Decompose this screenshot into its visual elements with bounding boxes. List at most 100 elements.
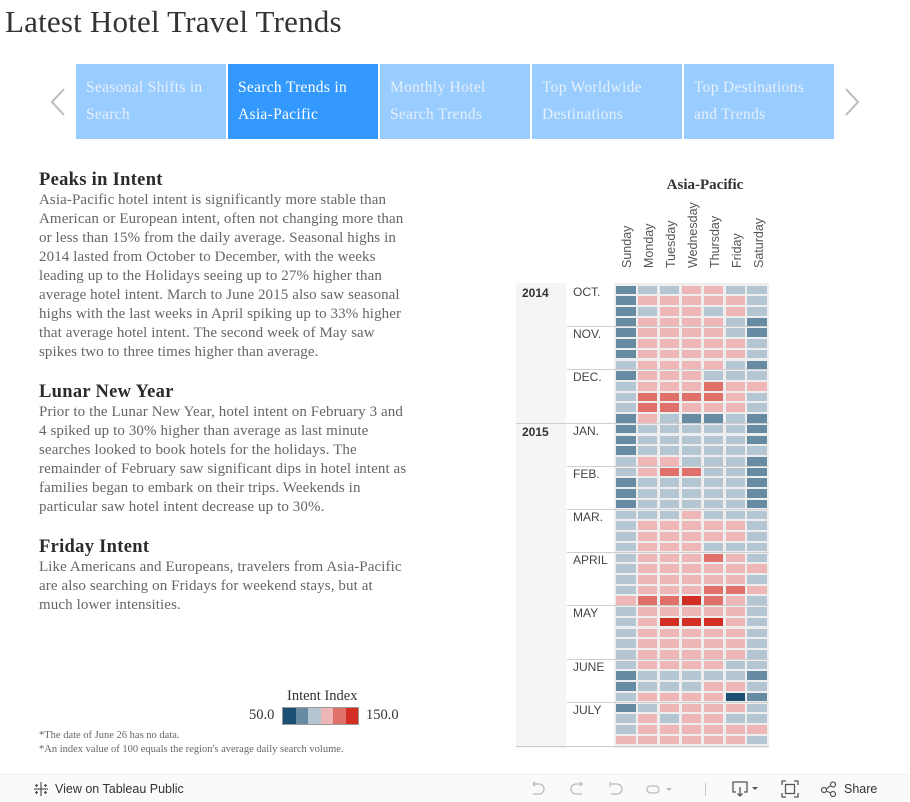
heatmap-cell[interactable] <box>637 499 658 509</box>
heatmap-cell[interactable] <box>616 360 636 370</box>
heatmap-cell[interactable] <box>616 574 636 584</box>
heatmap-cell[interactable] <box>703 489 724 498</box>
heatmap-cell[interactable] <box>637 403 658 412</box>
heatmap-cell[interactable] <box>616 339 636 348</box>
heatmap-cell[interactable] <box>725 671 745 680</box>
heatmap-cell[interactable] <box>659 564 680 573</box>
heatmap-cell[interactable] <box>747 660 767 670</box>
heatmap-cell[interactable] <box>637 306 658 316</box>
heatmap-cell[interactable] <box>747 467 767 477</box>
heatmap-cell[interactable] <box>659 285 680 295</box>
heatmap-cell[interactable] <box>725 371 745 380</box>
heatmap-cell[interactable] <box>747 682 767 691</box>
heatmap-cell[interactable] <box>703 467 724 477</box>
heatmap-cell[interactable] <box>659 671 680 680</box>
heatmap-cell[interactable] <box>616 532 636 541</box>
heatmap-cell[interactable] <box>747 424 767 434</box>
heatmap-cell[interactable] <box>681 424 702 434</box>
heatmap-cell[interactable] <box>637 617 658 627</box>
heatmap-cell[interactable] <box>703 532 724 541</box>
heatmap-cell[interactable] <box>747 339 767 348</box>
story-prev-button[interactable] <box>48 86 68 118</box>
heatmap-cell[interactable] <box>659 725 680 734</box>
heatmap-cell[interactable] <box>703 617 724 627</box>
download-button[interactable] <box>731 775 761 802</box>
heatmap-cell[interactable] <box>747 306 767 316</box>
heatmap-cell[interactable] <box>616 306 636 316</box>
heatmap-cell[interactable] <box>616 392 636 402</box>
heatmap-cell[interactable] <box>703 349 724 359</box>
heatmap-cell[interactable] <box>725 725 745 734</box>
heatmap-cell[interactable] <box>725 682 745 691</box>
heatmap-cell[interactable] <box>681 467 702 477</box>
heatmap-cell[interactable] <box>681 478 702 488</box>
heatmap-cell[interactable] <box>703 296 724 305</box>
heatmap-cell[interactable] <box>747 457 767 466</box>
heatmap-cell[interactable] <box>681 328 702 337</box>
heatmap-cell[interactable] <box>681 296 702 305</box>
heatmap-cell[interactable] <box>681 306 702 316</box>
heatmap-cell[interactable] <box>681 521 702 530</box>
heatmap-cell[interactable] <box>637 532 658 541</box>
heatmap-cell[interactable] <box>681 360 702 370</box>
heatmap-cell[interactable] <box>703 628 724 638</box>
heatmap-cell[interactable] <box>637 671 658 680</box>
heatmap-cell[interactable] <box>703 671 724 680</box>
heatmap-cell[interactable] <box>725 478 745 488</box>
story-point-asia-pacific[interactable]: Search Trends in Asia-Pacific <box>228 64 378 139</box>
heatmap-cell[interactable] <box>725 510 745 520</box>
heatmap-cell[interactable] <box>703 564 724 573</box>
heatmap-cell[interactable] <box>637 607 658 616</box>
heatmap-cell[interactable] <box>659 542 680 552</box>
heatmap-cell[interactable] <box>659 735 680 745</box>
heatmap-cell[interactable] <box>747 489 767 498</box>
heatmap-cell[interactable] <box>659 532 680 541</box>
heatmap-cell[interactable] <box>681 371 702 380</box>
heatmap-cell[interactable] <box>659 660 680 670</box>
heatmap-cell[interactable] <box>703 424 724 434</box>
heatmap-cell[interactable] <box>637 510 658 520</box>
heatmap-cell[interactable] <box>725 349 745 359</box>
heatmap-cell[interactable] <box>747 564 767 573</box>
heatmap-cell[interactable] <box>637 414 658 423</box>
heatmap-cell[interactable] <box>659 371 680 380</box>
heatmap-cell[interactable] <box>637 435 658 445</box>
heatmap-cell[interactable] <box>637 328 658 337</box>
heatmap-cell[interactable] <box>703 414 724 423</box>
heatmap-cell[interactable] <box>637 649 658 659</box>
heatmap-cell[interactable] <box>659 381 680 391</box>
heatmap-cell[interactable] <box>703 285 724 295</box>
heatmap-cell[interactable] <box>637 296 658 305</box>
heatmap-cell[interactable] <box>659 446 680 455</box>
heatmap-cell[interactable] <box>681 457 702 466</box>
heatmap-cell[interactable] <box>725 306 745 316</box>
heatmap-cell[interactable] <box>681 607 702 616</box>
heatmap-cell[interactable] <box>681 446 702 455</box>
heatmap-cell[interactable] <box>659 306 680 316</box>
heatmap-cell[interactable] <box>747 414 767 423</box>
redo-button[interactable] <box>568 775 586 802</box>
heatmap-cell[interactable] <box>703 682 724 691</box>
heatmap-cell[interactable] <box>747 328 767 337</box>
heatmap-cell[interactable] <box>659 628 680 638</box>
heatmap-cell[interactable] <box>747 703 767 713</box>
heatmap-cell[interactable] <box>725 639 745 648</box>
heatmap-cell[interactable] <box>703 692 724 702</box>
heatmap-cell[interactable] <box>681 735 702 745</box>
heatmap-cell[interactable] <box>703 478 724 488</box>
heatmap-cell[interactable] <box>747 317 767 327</box>
heatmap-cell[interactable] <box>725 339 745 348</box>
heatmap-cell[interactable] <box>681 660 702 670</box>
heatmap-cell[interactable] <box>637 596 658 605</box>
heatmap-cell[interactable] <box>725 328 745 337</box>
heatmap-cell[interactable] <box>747 617 767 627</box>
heatmap-cell[interactable] <box>725 607 745 616</box>
heatmap-cell[interactable] <box>659 585 680 595</box>
heatmap-cell[interactable] <box>725 489 745 498</box>
heatmap-cell[interactable] <box>703 328 724 337</box>
heatmap-cell[interactable] <box>637 725 658 734</box>
heatmap-cell[interactable] <box>616 564 636 573</box>
heatmap-cell[interactable] <box>637 585 658 595</box>
heatmap-cell[interactable] <box>659 639 680 648</box>
heatmap-cell[interactable] <box>659 328 680 337</box>
